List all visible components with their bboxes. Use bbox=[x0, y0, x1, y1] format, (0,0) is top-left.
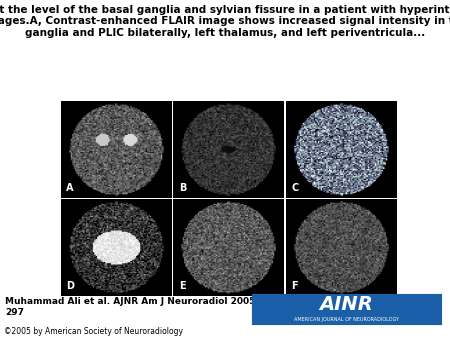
Text: B: B bbox=[179, 183, 186, 193]
Text: Images at the level of the basal ganglia and sylvian fissure in a patient with h: Images at the level of the basal ganglia… bbox=[0, 5, 450, 38]
Text: AMERICAN JOURNAL OF NEURORADIOLOGY: AMERICAN JOURNAL OF NEURORADIOLOGY bbox=[294, 316, 399, 321]
Text: A: A bbox=[66, 183, 74, 193]
Text: D: D bbox=[66, 281, 74, 291]
Text: Muhammad Ali et al. AJNR Am J Neuroradiol 2005;26:289-
297: Muhammad Ali et al. AJNR Am J Neuroradio… bbox=[5, 297, 298, 317]
Text: E: E bbox=[179, 281, 185, 291]
Text: AINR: AINR bbox=[320, 295, 374, 314]
Text: ©2005 by American Society of Neuroradiology: ©2005 by American Society of Neuroradiol… bbox=[4, 327, 184, 336]
Text: F: F bbox=[291, 281, 298, 291]
Text: C: C bbox=[291, 183, 298, 193]
